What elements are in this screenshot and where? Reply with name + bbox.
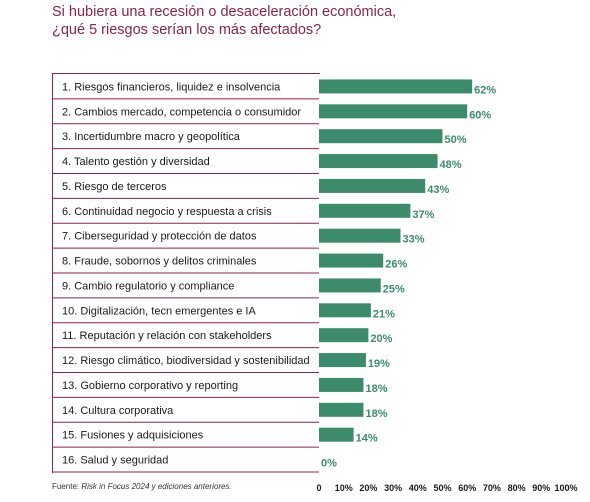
data-label: 43%	[427, 184, 449, 196]
category-label: 16. Salud y seguridad	[62, 455, 168, 467]
bar	[319, 203, 411, 218]
data-label: 0%	[321, 458, 337, 470]
data-label: 26%	[385, 259, 407, 271]
category-label: 1. Riesgos financieros, liquidez e insol…	[62, 81, 281, 93]
data-label: 25%	[383, 283, 405, 295]
x-tick-label: 0	[316, 483, 321, 493]
source-prefix: Fuente:	[52, 482, 82, 491]
title-line-1: Si hubiera una recesión o desaceleración…	[52, 4, 397, 20]
source-note: Fuente: Risk in Focus 2024 y ediciones a…	[52, 482, 232, 491]
data-label: 37%	[412, 209, 434, 221]
data-label: 62%	[474, 84, 496, 96]
data-label: 20%	[370, 333, 392, 345]
category-label: 11. Reputación y relación con stakeholde…	[62, 330, 272, 342]
data-label: 18%	[365, 383, 387, 395]
data-label: 50%	[445, 134, 467, 146]
bar	[319, 129, 443, 144]
x-tick-label: 100%	[554, 483, 577, 493]
bar	[319, 178, 426, 193]
x-tick-label: 10%	[335, 483, 353, 493]
x-tick-label: 90%	[532, 483, 550, 493]
category-label: 13. Gobierno corporativo y reporting	[62, 380, 238, 392]
bar	[319, 328, 369, 343]
category-label: 6. Continuidad negocio y respuesta a cri…	[62, 206, 272, 218]
data-label: 18%	[365, 408, 387, 420]
data-label: 48%	[440, 159, 462, 171]
category-label: 9. Cambio regulatorio y compliance	[62, 280, 234, 292]
bar	[319, 79, 473, 94]
category-label: 10. Digitalización, tecn emergentes e IA	[62, 305, 256, 317]
chart-frame	[52, 73, 320, 473]
bar	[319, 303, 371, 318]
category-label: 14. Cultura corporativa	[62, 405, 174, 417]
x-tick-label: 80%	[508, 483, 526, 493]
category-label: 4. Talento gestión y diversidad	[62, 156, 210, 168]
category-label: 7. Ciberseguridad y protección de datos	[62, 231, 257, 243]
bar	[319, 104, 468, 119]
data-label: 19%	[368, 358, 390, 370]
bar	[319, 377, 364, 392]
x-tick-label: 60%	[458, 483, 476, 493]
data-label: 60%	[469, 109, 491, 121]
x-tick-label: 40%	[409, 483, 427, 493]
data-label: 33%	[403, 234, 425, 246]
category-label: 3. Incertidumbre macro y geopolítica	[62, 131, 241, 143]
x-tick-label: 70%	[483, 483, 501, 493]
bar	[319, 228, 401, 243]
category-label: 12. Riesgo climático, biodiversidad y so…	[62, 355, 310, 367]
category-label: 15. Fusiones y adquisiciones	[62, 430, 204, 442]
x-tick-label: 50%	[433, 483, 451, 493]
x-tick-label: 30%	[384, 483, 402, 493]
bar	[319, 402, 364, 417]
x-tick-label: 20%	[359, 483, 377, 493]
title-line-2: ¿qué 5 riesgos serían los más afectados?	[52, 22, 322, 38]
source-text: Risk in Focus 2024 y ediciones anteriore…	[81, 482, 232, 491]
data-label: 14%	[356, 433, 378, 445]
chart-title: Si hubiera una recesión o desaceleración…	[52, 3, 572, 39]
bar	[319, 353, 366, 368]
category-label: 8. Fraude, sobornos y delitos criminales	[62, 256, 257, 268]
bar	[319, 278, 381, 293]
bar	[319, 427, 354, 442]
bar	[319, 154, 438, 169]
category-label: 5. Riesgo de terceros	[62, 181, 167, 193]
data-label: 21%	[373, 308, 395, 320]
bar	[319, 253, 384, 268]
category-label: 2. Cambios mercado, competencia o consum…	[62, 106, 301, 118]
